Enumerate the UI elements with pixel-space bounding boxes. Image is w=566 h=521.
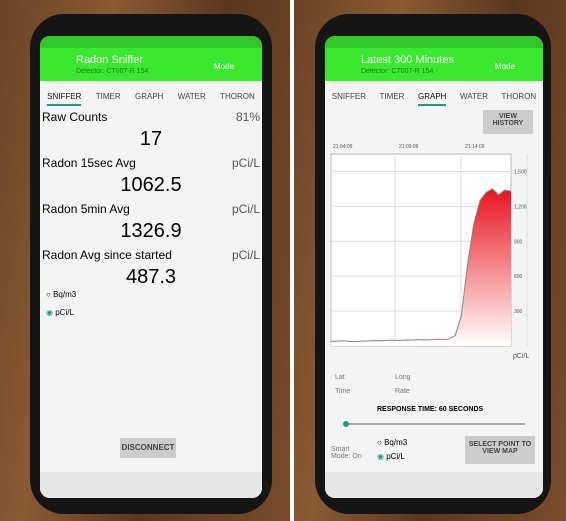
status-bar	[40, 36, 262, 48]
app-bar	[325, 36, 543, 81]
reading-label: Radon Avg since started	[42, 248, 172, 262]
radio-pci[interactable]: ◉ pCi/L	[377, 452, 405, 461]
unit-label: pCi/L	[513, 353, 529, 360]
tab[interactable]: WATER	[177, 92, 206, 101]
subtitle: Detector: CT007-R 154	[361, 68, 434, 75]
tab[interactable]: THORON	[220, 92, 255, 101]
x-tick-label: 21:09:09	[399, 144, 419, 150]
field-label: Long	[395, 374, 411, 381]
nav-bar	[325, 472, 543, 498]
radio-pci[interactable]: ◉ pCi/L	[46, 308, 74, 317]
slider-thumb[interactable]	[343, 421, 349, 427]
tabs: SNIFFER TIMER GRAPH WATER THORON	[40, 86, 262, 106]
field-label: Lat	[335, 374, 345, 381]
reading-label: Raw Counts	[42, 110, 108, 124]
area	[331, 188, 511, 346]
radio-bq[interactable]: ○ Bq/m3	[377, 438, 408, 447]
smart-mode: Smart Mode: On	[331, 446, 362, 460]
y-tick-label: 600	[514, 274, 523, 280]
y-tick-label: 1,500	[514, 169, 527, 175]
radio-label: Bq/m3	[384, 438, 408, 447]
status-bar	[325, 36, 543, 48]
reading-value: 1326.9	[120, 220, 182, 242]
line	[330, 188, 512, 343]
tab[interactable]: GRAPH	[417, 86, 447, 106]
subtitle: Detector: CT007-R 154	[76, 68, 149, 75]
tab[interactable]: GRAPH	[134, 92, 164, 101]
radio-label: Bq/m3	[53, 290, 77, 299]
reading-label: Radon 15sec Avg	[42, 156, 136, 170]
reading-unit: 81%	[235, 110, 260, 124]
reading-unit: pCi/L	[231, 202, 260, 216]
reading-unit: pCi/L	[231, 156, 260, 170]
tabs: SNIFFER TIMER GRAPH WATER THORON	[325, 86, 543, 106]
tab[interactable]: WATER	[459, 92, 488, 101]
reading-value: 487.3	[125, 266, 177, 288]
radio-label: pCi/L	[55, 308, 74, 317]
y-tick-label: 300	[514, 309, 523, 315]
reading-value: 1062.5	[120, 174, 182, 196]
phone: Latest 300 Minutes Detector: CT007-R 154…	[315, 14, 551, 514]
mode-label: Mode	[495, 62, 516, 71]
reading-unit: pCi/L	[231, 248, 260, 262]
y-tick-label: 1,200	[514, 204, 527, 210]
field-label: Time	[335, 388, 351, 395]
screen: Radon Sniffer Detector: CT007-R 154 Mode…	[40, 36, 262, 498]
mode-label: Mode	[214, 62, 235, 71]
phone: Radon Sniffer Detector: CT007-R 154 Mode…	[30, 14, 272, 514]
view-history-button[interactable]: VIEW HISTORY	[483, 110, 533, 134]
x-tick-label: 21:04:09	[333, 144, 353, 150]
reading-label: Radon 5min Avg	[42, 202, 130, 216]
map-button[interactable]: SELECT POINT TO VIEW MAP	[465, 436, 535, 464]
title: Radon Sniffer	[76, 54, 144, 66]
field-label: Rate	[395, 388, 410, 395]
tab[interactable]: SNIFFER	[47, 86, 82, 106]
screen: Latest 300 Minutes Detector: CT007-R 154…	[325, 36, 543, 498]
radio-bq[interactable]: ○ Bq/m3	[46, 290, 77, 299]
tab[interactable]: TIMER	[379, 92, 405, 101]
radio-label: pCi/L	[386, 452, 405, 461]
x-tick-label: 21:14:09	[465, 144, 485, 150]
tab[interactable]: TIMER	[95, 92, 121, 101]
graph: 300 600 900 1,200 1,500 21:04:09 21:09:09 21:14…	[330, 144, 529, 360]
reading-value: 17	[139, 128, 163, 150]
y-tick-label: 900	[514, 239, 523, 245]
app-bar	[40, 36, 262, 81]
response-time: RESPONSE TIME: 60 SECONDS	[377, 406, 484, 413]
nav-bar	[40, 472, 262, 498]
title: Latest 300 Minutes	[361, 54, 454, 66]
tab[interactable]: THORON	[501, 92, 537, 101]
slider[interactable]	[343, 421, 525, 427]
tab[interactable]: SNIFFER	[331, 92, 366, 101]
disconnect-button[interactable]: DISCONNECT	[120, 438, 176, 458]
